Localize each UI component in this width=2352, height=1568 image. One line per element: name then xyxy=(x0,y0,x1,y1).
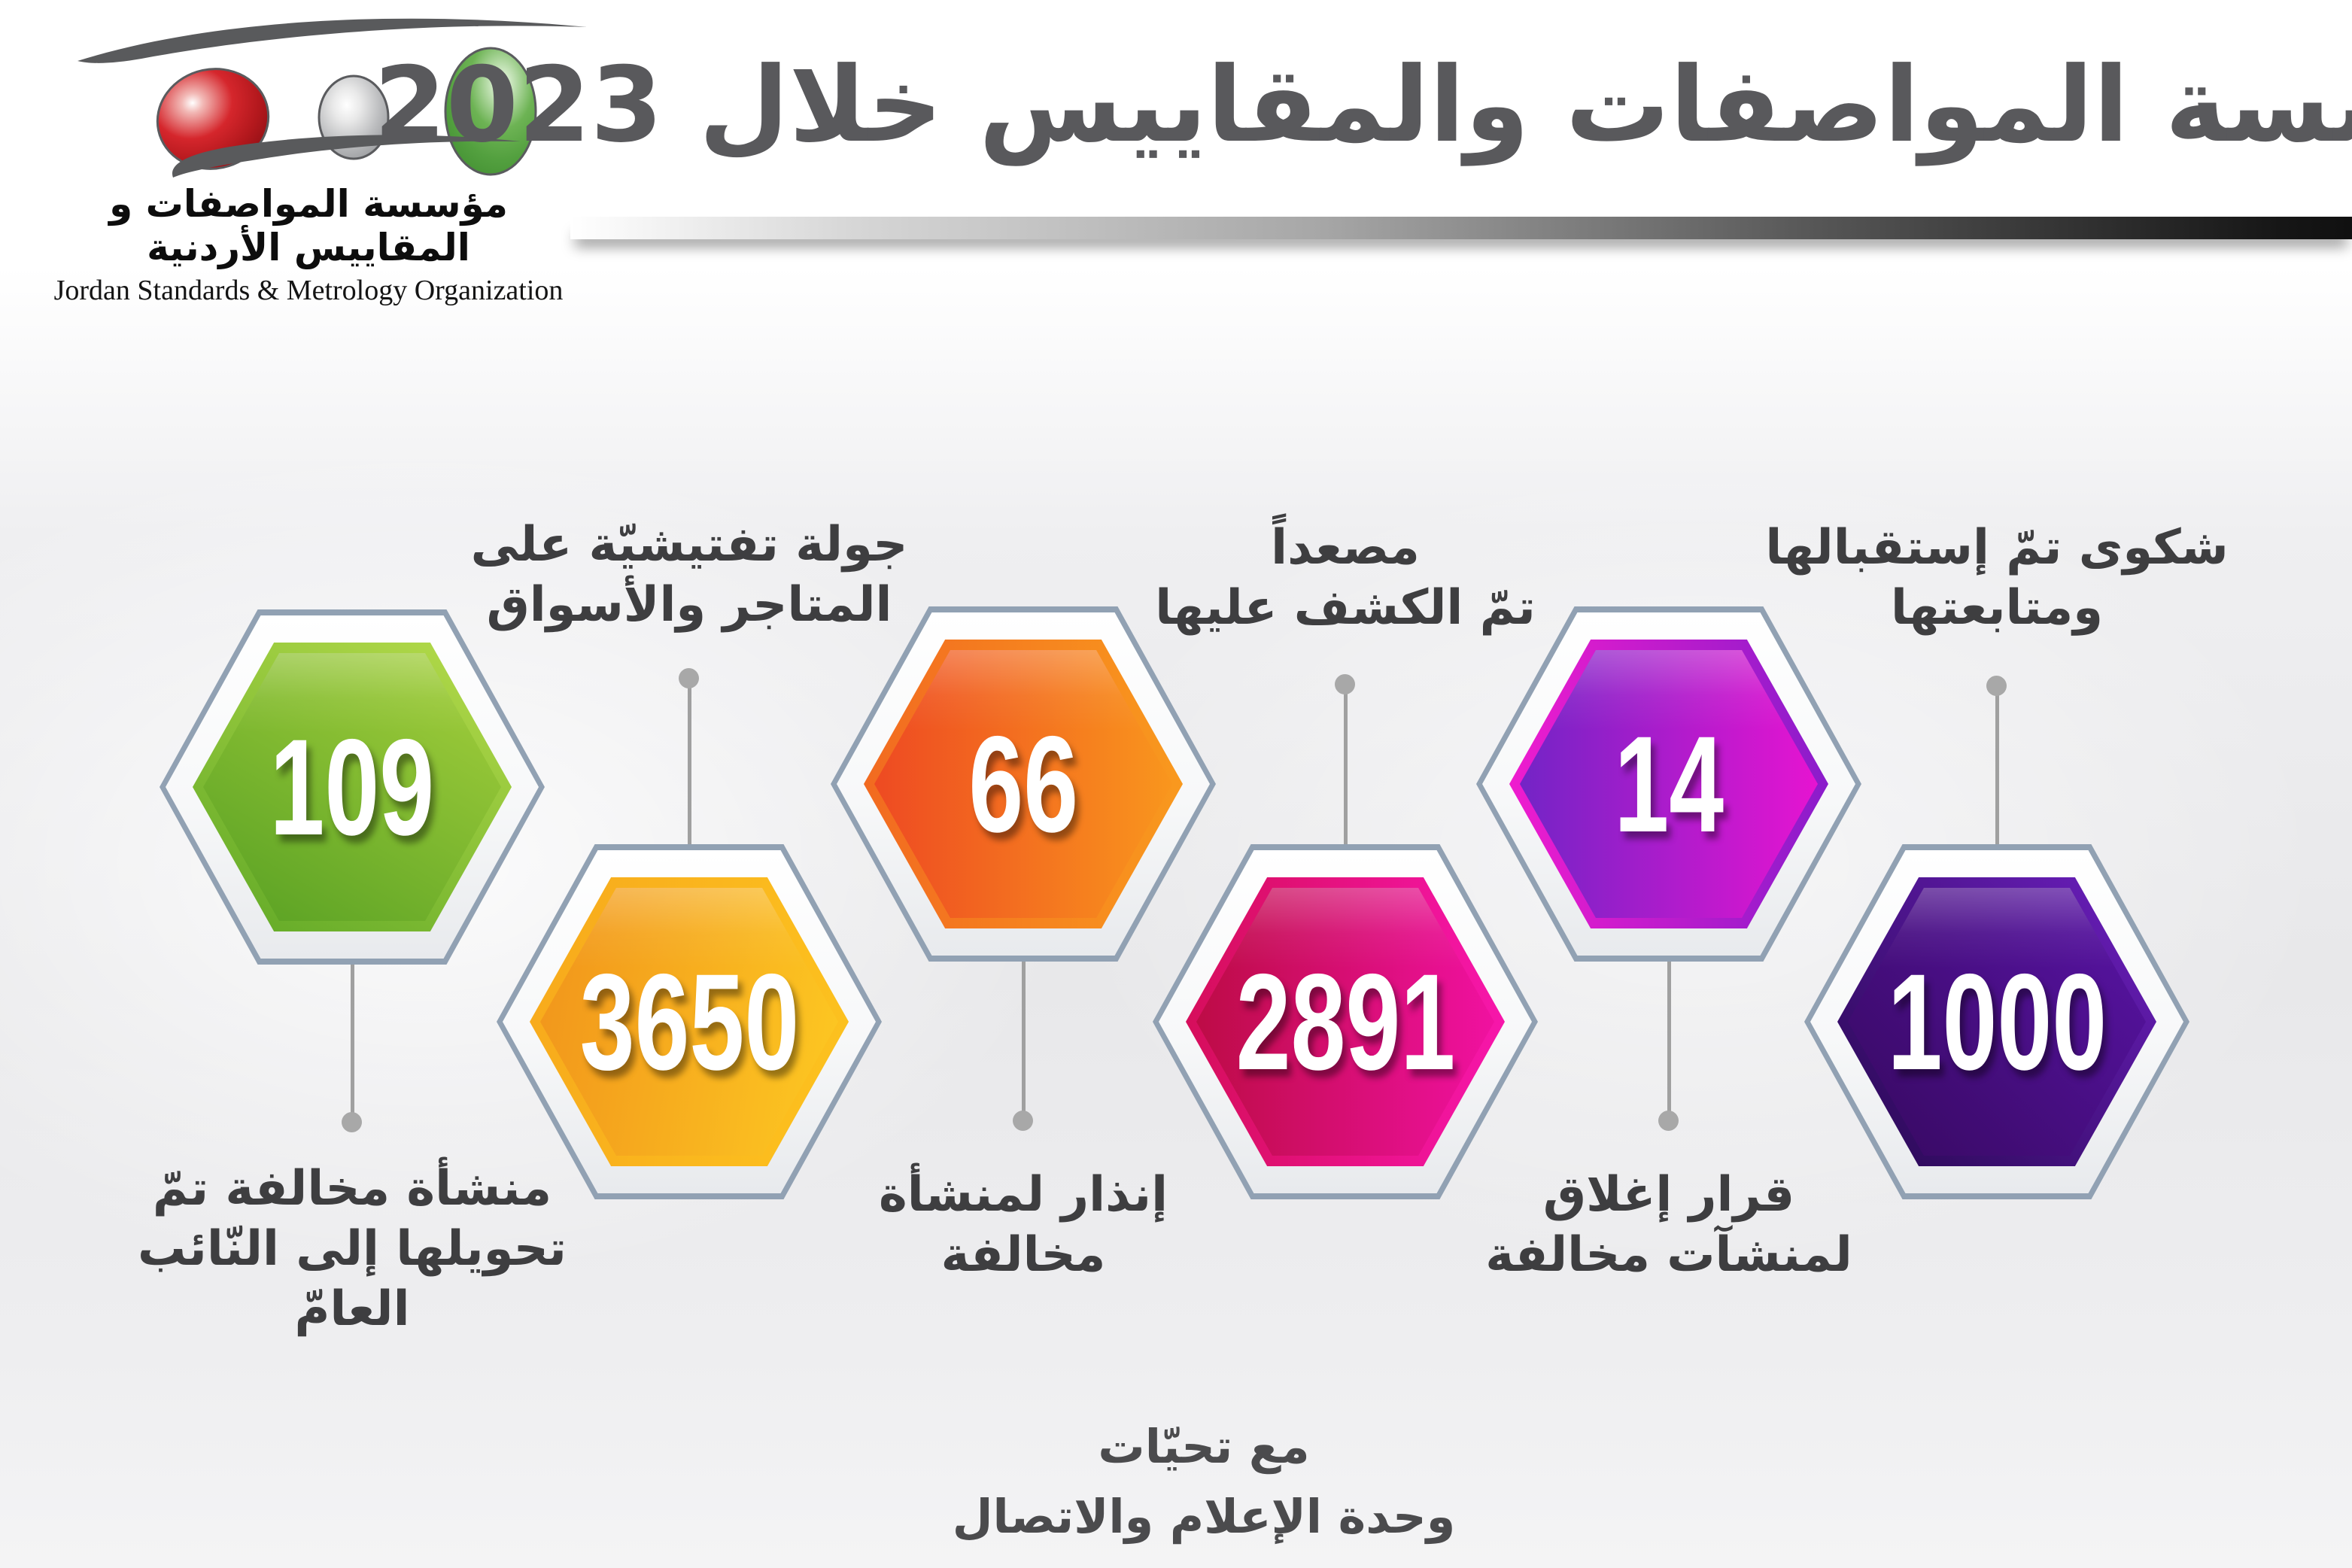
connector-dot-66 xyxy=(1013,1111,1033,1131)
connector-line-1000 xyxy=(1995,695,1999,846)
stat-hexagon-inspection-tours: 3650 xyxy=(497,844,882,1199)
jsmo-logo: مؤسسة المواصفات و المقاييس الأردنية Jord… xyxy=(15,6,602,307)
logo-oval-green xyxy=(444,47,537,176)
stat-value: 109 xyxy=(269,710,435,864)
logo-name-arabic: مؤسسة المواصفات و المقاييس الأردنية xyxy=(109,182,508,269)
connector-dot-1000 xyxy=(1986,676,2007,696)
logo-oval-red xyxy=(156,68,270,170)
logo-swoosh-top-icon xyxy=(77,18,587,63)
logo-name-english: Jordan Standards & Metrology Organizatio… xyxy=(53,275,564,306)
footer-credit: مع تحيّات وحدة الإعلام والاتصال xyxy=(873,1412,1535,1551)
connector-line-66 xyxy=(1022,960,1026,1112)
stat-hexagon-closure-decisions: 14 xyxy=(1476,606,1861,962)
connector-dot-109 xyxy=(342,1112,362,1132)
connector-line-3650 xyxy=(688,688,691,846)
stat-hexagon-elevators-inspected: 2891 xyxy=(1153,844,1538,1199)
stat-label-facilities-referred: منشأة مخالفة تمّ تحويلها إلى النّائب الع… xyxy=(138,1161,567,1337)
stat-label-elevators-inspected: مصعداً تمّ الكشف عليها xyxy=(1155,520,1536,636)
stat-value: 1000 xyxy=(1887,945,2107,1099)
connector-line-2891 xyxy=(1344,694,1348,846)
stat-value: 3650 xyxy=(579,945,799,1099)
stat-label-complaints-received: شكوى تمّ إستقبالها ومتابعتها xyxy=(1765,520,2229,636)
connector-line-109 xyxy=(351,963,354,1114)
footer-line1: مع تحيّات xyxy=(1098,1419,1310,1474)
stat-hexagon-warnings: 66 xyxy=(831,606,1216,962)
connector-dot-3650 xyxy=(679,668,699,688)
stat-label-inspection-tours: جولة تفتيشيّة على المتاجر والأسواق xyxy=(470,517,908,633)
title-underline-bar xyxy=(570,217,2352,239)
stat-label-warnings: إنذار لمنشأة مخالفة xyxy=(879,1167,1168,1283)
stat-value: 66 xyxy=(968,707,1078,861)
connector-dot-14 xyxy=(1658,1111,1679,1131)
connector-line-14 xyxy=(1667,960,1671,1112)
connector-dot-2891 xyxy=(1335,674,1355,694)
page-title: مؤسسة المواصفات والمقاييس خلال 2023 xyxy=(374,44,2352,166)
stat-value: 2891 xyxy=(1235,945,1455,1099)
footer-line2: وحدة الإعلام والاتصال xyxy=(952,1489,1456,1544)
logo-swoosh-bottom-icon xyxy=(172,135,521,178)
logo-graphic xyxy=(77,18,587,178)
stat-label-closure-decisions: قرار إغلاق لمنشآت مخالفة xyxy=(1485,1167,1852,1283)
stat-hexagon-complaints-received: 1000 xyxy=(1804,844,2189,1199)
stat-value: 14 xyxy=(1614,707,1724,861)
stat-hexagon-facilities-referred: 109 xyxy=(160,609,545,965)
